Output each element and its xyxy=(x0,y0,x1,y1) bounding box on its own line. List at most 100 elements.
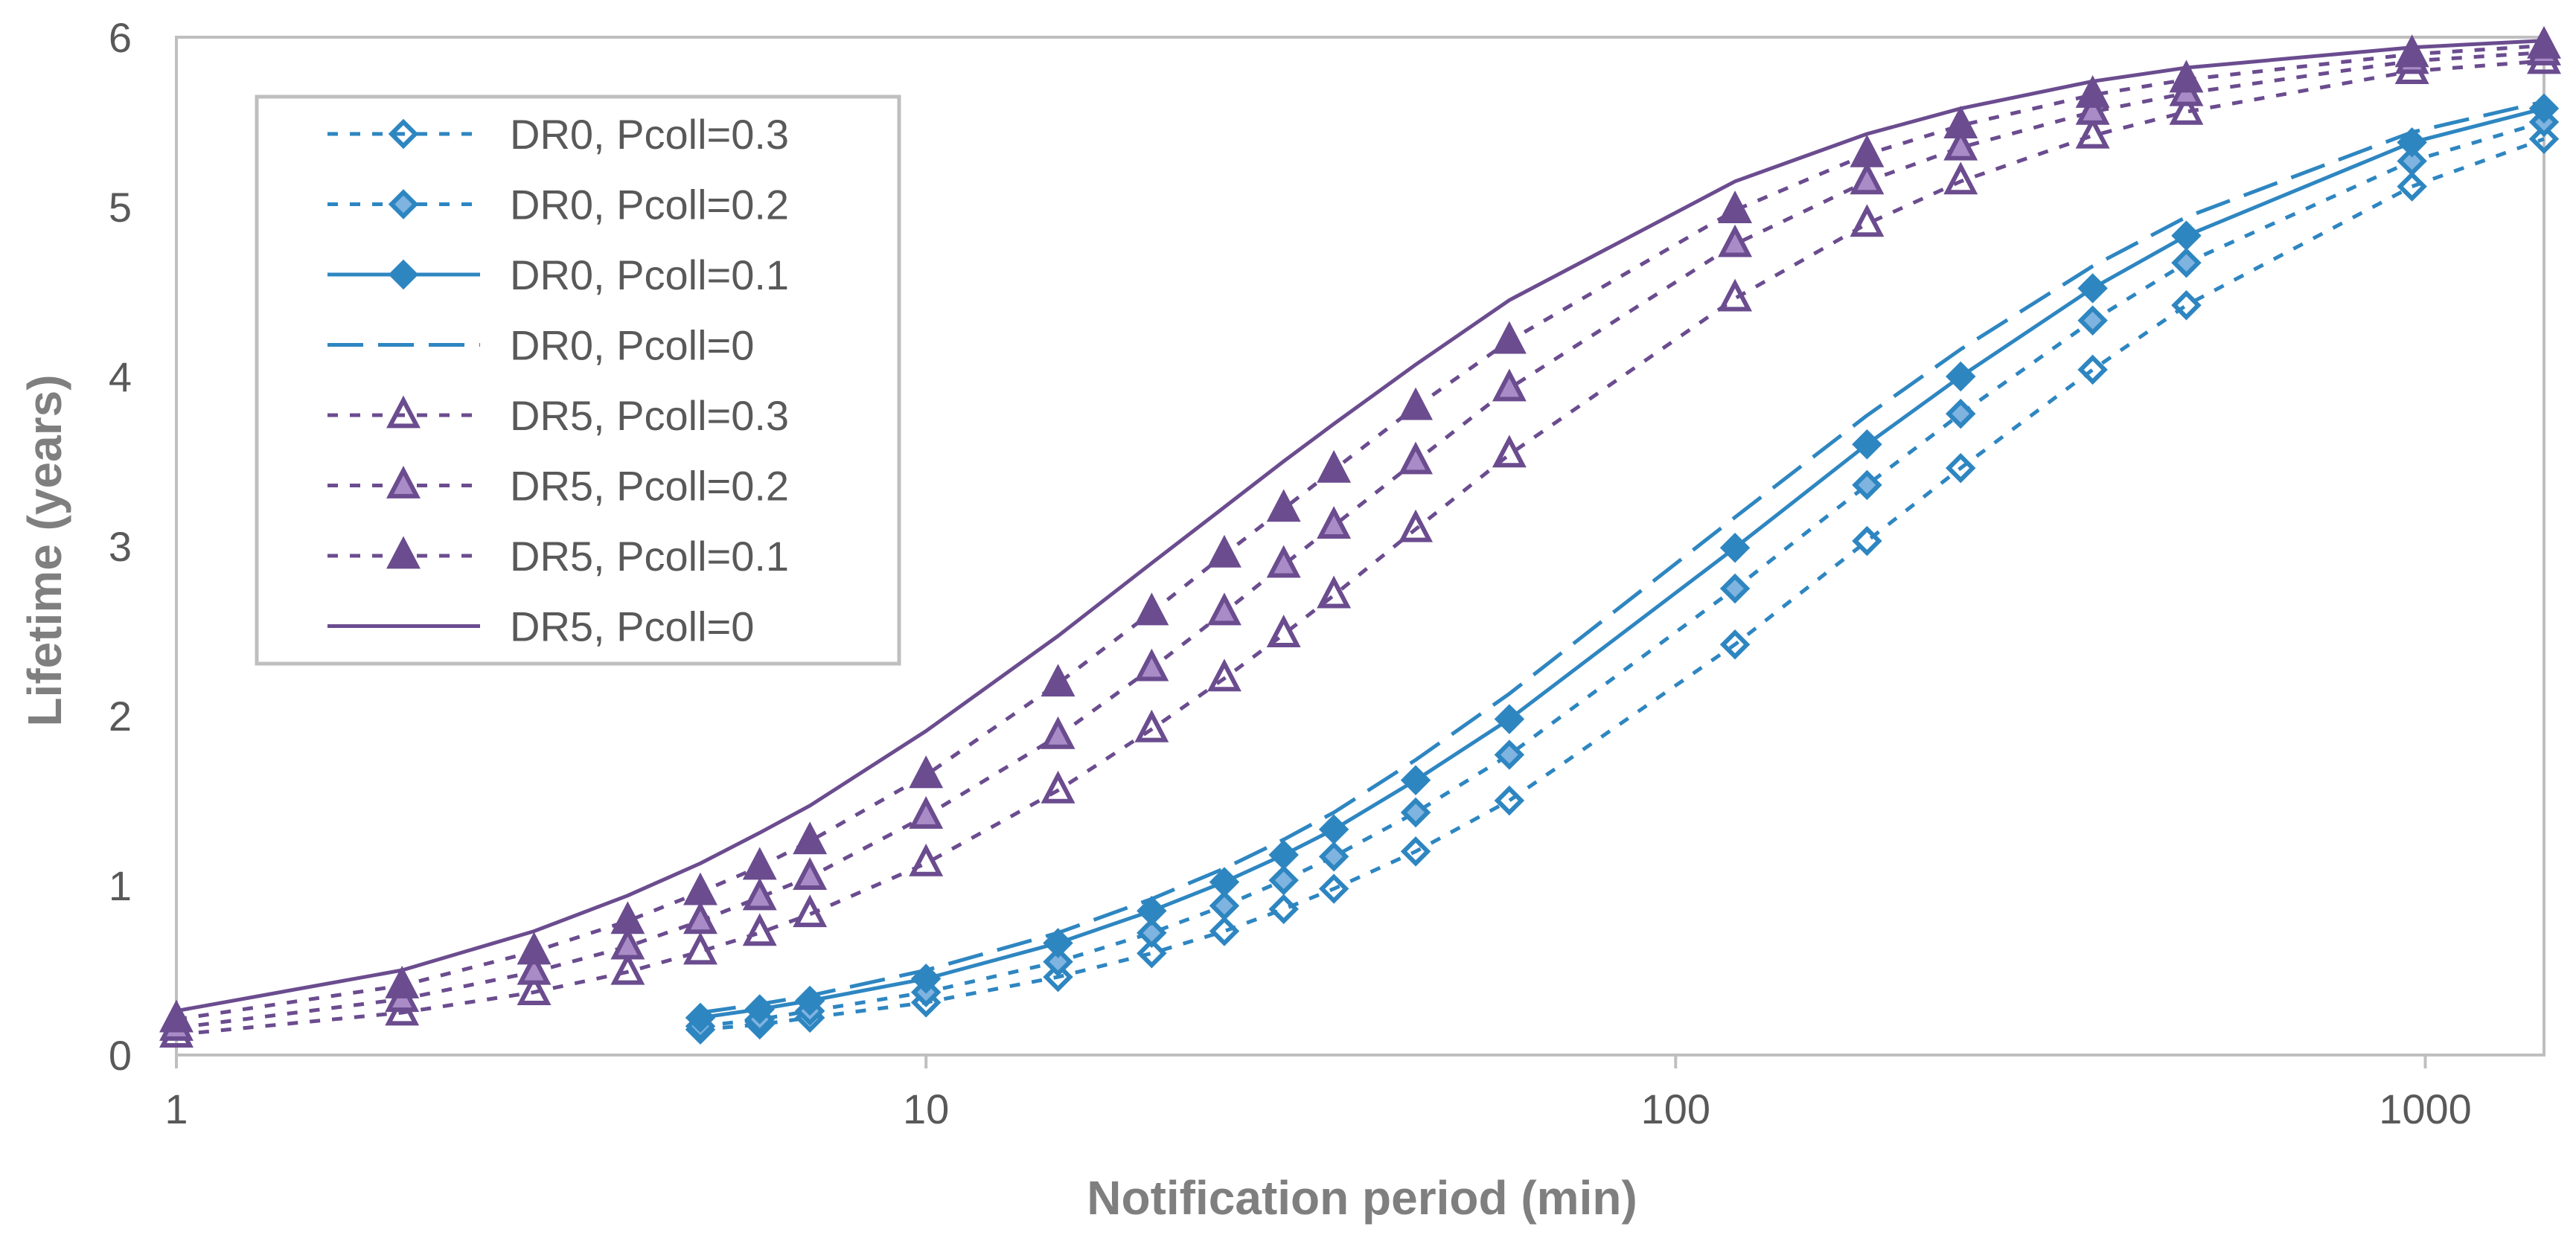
series-3 xyxy=(685,93,2560,1033)
data-point xyxy=(1317,449,1352,483)
data-point xyxy=(2075,92,2110,125)
legend-marker xyxy=(386,536,421,569)
data-point xyxy=(610,901,645,934)
data-point xyxy=(1943,106,1978,138)
data-point xyxy=(1719,629,1751,660)
data-point xyxy=(683,901,717,934)
data-point xyxy=(1943,161,1978,195)
data-point xyxy=(1494,740,1525,770)
data-point xyxy=(742,877,777,911)
legend-label: DR0, Pcoll=0.3 xyxy=(510,111,789,158)
data-point xyxy=(1718,190,1753,223)
data-point xyxy=(1043,961,1073,993)
legend-marker xyxy=(388,189,419,219)
data-point xyxy=(159,999,194,1033)
data-point xyxy=(1134,648,1169,682)
data-point xyxy=(1043,928,1073,958)
y-tick-label: 0 xyxy=(109,1032,132,1079)
data-point xyxy=(793,821,828,855)
data-point xyxy=(1137,895,1167,926)
legend-entry: DR5, Pcoll=0.2 xyxy=(327,463,789,510)
data-point xyxy=(742,913,777,946)
data-point xyxy=(742,847,777,880)
legend-marker xyxy=(388,118,419,150)
data-point xyxy=(1494,785,1525,816)
x-tick-label: 1 xyxy=(164,1086,188,1132)
data-point xyxy=(2075,115,2110,149)
data-point xyxy=(2171,289,2202,321)
data-point xyxy=(1134,709,1169,743)
data-point xyxy=(1137,937,1167,969)
data-point xyxy=(1209,867,1240,897)
legend-box xyxy=(255,94,901,666)
data-point xyxy=(1207,592,1241,626)
y-tick-label: 3 xyxy=(109,523,132,570)
series-7 xyxy=(159,25,2561,1033)
data-point xyxy=(1268,865,1299,896)
legend-entry: DR5, Pcoll=0.3 xyxy=(327,392,789,439)
series-line xyxy=(700,106,2545,1020)
data-point xyxy=(1207,534,1241,568)
data-point xyxy=(517,952,552,985)
series-line xyxy=(176,51,2545,1030)
data-point xyxy=(517,932,552,965)
data-point xyxy=(2077,273,2108,304)
data-point xyxy=(2077,354,2108,385)
data-point xyxy=(1494,704,1525,734)
data-point xyxy=(2527,25,2561,59)
data-point xyxy=(1946,361,1976,392)
data-point xyxy=(2077,305,2108,336)
data-point xyxy=(517,972,552,1006)
legend-entry: DR0, Pcoll=0.1 xyxy=(327,251,789,298)
data-point xyxy=(1137,917,1167,949)
y-tick-label: 5 xyxy=(109,184,132,231)
data-point xyxy=(1207,658,1241,692)
data-point xyxy=(793,857,828,890)
x-axis-title: Notification period (min) xyxy=(1087,1171,1637,1225)
data-point xyxy=(1268,839,1299,871)
data-point xyxy=(2397,171,2427,202)
y-axis-title: Lifetime (years) xyxy=(18,374,71,726)
data-point xyxy=(1399,509,1434,542)
data-point xyxy=(1850,161,1885,195)
data-point xyxy=(909,843,944,876)
series-4 xyxy=(700,100,2545,1015)
y-tick-label: 2 xyxy=(109,693,132,740)
data-point xyxy=(1317,506,1352,539)
data-point xyxy=(385,966,420,998)
legend-marker xyxy=(388,259,419,290)
data-point xyxy=(2528,124,2560,155)
data-point xyxy=(2397,146,2427,176)
legend-label: DR0, Pcoll=0.1 xyxy=(510,251,789,298)
data-point xyxy=(1400,797,1431,828)
series-line xyxy=(176,39,2545,1013)
data-point xyxy=(1318,873,1349,904)
data-point xyxy=(1492,321,1527,354)
legend-label: DR5, Pcoll=0 xyxy=(510,603,754,650)
legend-label: DR5, Pcoll=0.3 xyxy=(510,392,789,439)
data-point xyxy=(1719,533,1751,563)
data-point xyxy=(1209,891,1240,921)
x-tick-label: 100 xyxy=(1641,1086,1710,1132)
series-8 xyxy=(176,39,2545,1013)
plot-area-border xyxy=(175,36,2545,1057)
x-tick-label: 1000 xyxy=(2379,1086,2472,1132)
legend-label: DR5, Pcoll=0.1 xyxy=(510,533,789,580)
x-tick-label: 10 xyxy=(903,1086,949,1132)
legend-entry: DR0, Pcoll=0 xyxy=(327,322,754,369)
legend-entry: DR0, Pcoll=0.2 xyxy=(327,182,789,228)
legend-entry: DR5, Pcoll=0.1 xyxy=(327,533,789,580)
data-point xyxy=(1317,575,1352,609)
data-point xyxy=(1400,765,1431,795)
data-point xyxy=(2171,220,2202,251)
data-point xyxy=(1399,441,1434,475)
legend-label: DR0, Pcoll=0 xyxy=(510,322,754,369)
data-point xyxy=(1209,916,1240,946)
series-line xyxy=(700,120,2545,1028)
data-point xyxy=(1946,452,1976,484)
data-point xyxy=(610,926,645,960)
data-point xyxy=(1041,664,1076,697)
data-point xyxy=(2169,60,2204,93)
data-point xyxy=(1943,127,1978,161)
